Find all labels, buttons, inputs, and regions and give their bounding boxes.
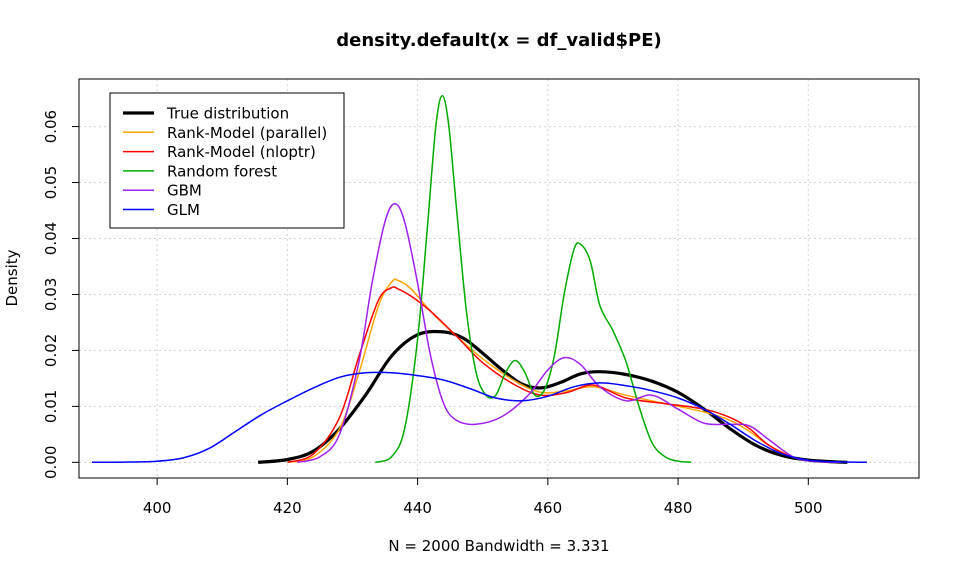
series-line-5 (91, 371, 867, 464)
y-tick-label-6: 0.06 (42, 110, 60, 143)
x-tick-label-4: 480 (664, 499, 693, 517)
legend-entry-2: Rank-Model (nloptr) (167, 143, 316, 161)
x-tick-label-2: 440 (403, 499, 432, 517)
y-axis: 0.00 0.01 0.02 0.03 0.04 0.05 0.06 (42, 110, 80, 479)
x-tick-label-3: 460 (534, 499, 563, 517)
series-line-1 (287, 278, 841, 464)
legend-entry-5: GLM (167, 201, 200, 219)
x-axis: 400 420 440 460 480 500 (143, 477, 823, 517)
grid-lines (79, 79, 919, 478)
legend-entry-0: True distribution (166, 105, 289, 123)
series-line-3 (375, 95, 692, 464)
x-tick-label-0: 400 (143, 499, 172, 517)
legend-entry-1: Rank-Model (parallel) (167, 124, 327, 142)
series-line-4 (296, 203, 841, 464)
x-axis-label: N = 2000 Bandwidth = 3.331 (388, 537, 609, 555)
y-tick-label-4: 0.04 (42, 222, 60, 255)
y-tick-label-1: 0.01 (42, 390, 60, 423)
y-tick-label-2: 0.02 (42, 334, 60, 367)
y-tick-label-5: 0.05 (42, 166, 60, 199)
y-tick-label-0: 0.00 (42, 446, 60, 479)
series-line-2 (287, 286, 841, 464)
chart-title: density.default(x = df_valid$PE) (336, 30, 662, 51)
y-axis-label: Density (3, 249, 21, 306)
legend-entry-3: Random forest (167, 162, 277, 180)
density-curves (91, 95, 867, 464)
legend-box (109, 92, 345, 229)
y-tick-label-3: 0.03 (42, 278, 60, 311)
x-tick-label-1: 420 (273, 499, 302, 517)
x-tick-label-5: 500 (794, 499, 823, 517)
series-line-0 (257, 329, 848, 464)
legend-entry-4: GBM (167, 182, 202, 200)
